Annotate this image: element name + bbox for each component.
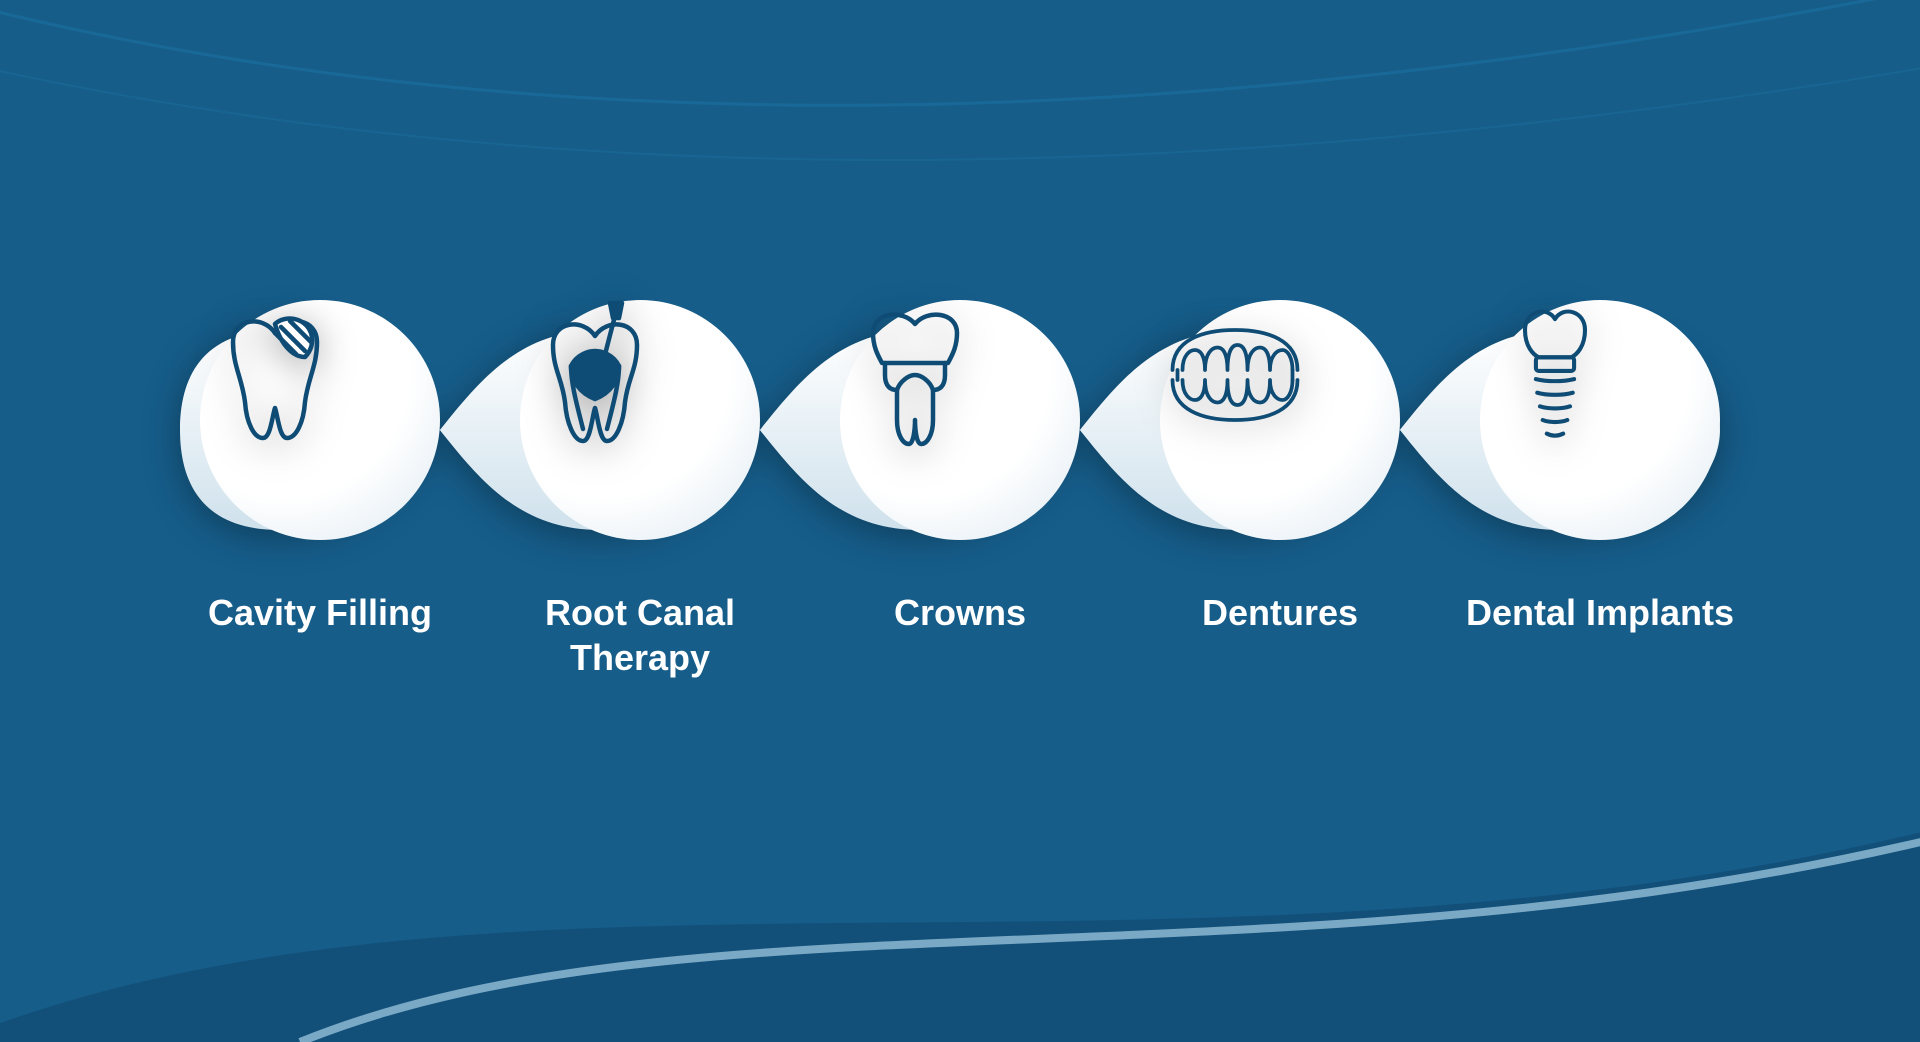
infographic-chain — [160, 300, 1760, 560]
cavity-filling-icon — [200, 300, 350, 450]
label-implants: Dental Implants — [1440, 590, 1760, 680]
label-dentures: Dentures — [1120, 590, 1440, 680]
node-cavity-filling — [200, 300, 440, 540]
crown-icon — [840, 300, 990, 450]
label-cavity-filling: Cavity Filling — [160, 590, 480, 680]
node-dentures — [1160, 300, 1400, 540]
label-root-canal: Root Canal Therapy — [480, 590, 800, 680]
root-canal-icon — [520, 300, 670, 450]
labels-row: Cavity Filling Root Canal Therapy Crowns… — [160, 590, 1760, 680]
implant-icon — [1480, 300, 1630, 450]
node-implants — [1480, 300, 1720, 540]
label-crowns: Crowns — [800, 590, 1120, 680]
node-crowns — [840, 300, 1080, 540]
dentures-icon — [1160, 300, 1310, 450]
node-root-canal — [520, 300, 760, 540]
